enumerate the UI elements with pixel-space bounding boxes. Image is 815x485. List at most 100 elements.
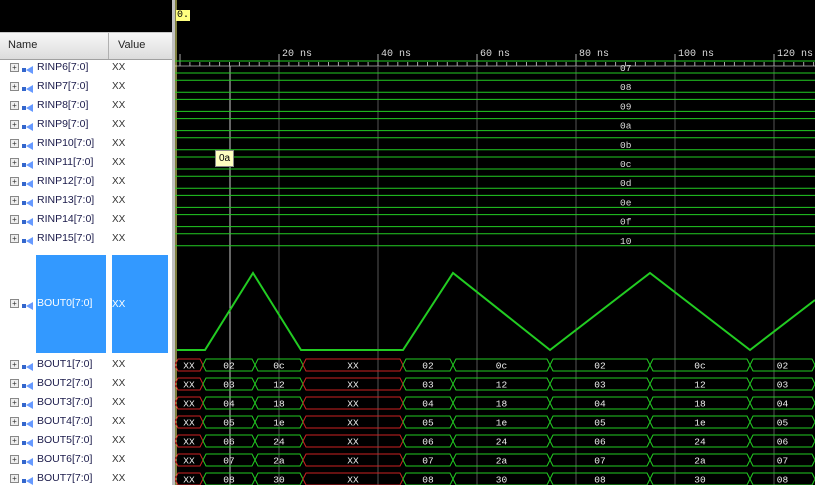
bus-segment [549,434,651,448]
signal-row[interactable]: + BOUT4[7:0] XX [0,412,172,431]
expand-icon[interactable]: + [10,398,19,407]
name-column-header[interactable]: Name [8,39,38,51]
bus-signal-icon [22,81,34,93]
bus-segment [549,415,651,429]
bus-value-label: 0c [694,361,706,372]
expand-icon[interactable]: + [10,177,19,186]
expand-icon[interactable]: + [10,234,19,243]
expand-icon[interactable]: + [10,360,19,369]
expand-icon[interactable]: + [10,436,19,445]
bus-segment [254,472,304,485]
bus-segment [749,472,815,485]
expand-icon[interactable]: + [10,139,19,148]
signal-row[interactable]: + RINP6[7:0] XX [0,58,172,77]
signal-value: XX [112,138,126,149]
signal-row[interactable]: + RINP8[7:0] XX [0,96,172,115]
signal-row[interactable]: + BOUT5[7:0] XX [0,431,172,450]
bus-value-label: 0e [620,197,632,208]
signal-name: BOUT1[7:0] [37,358,93,370]
bus-segment [402,434,454,448]
bus-segment [452,358,551,372]
signal-row[interactable]: + BOUT7[7:0] XX [0,469,172,485]
expand-icon[interactable]: + [10,82,19,91]
bus-signal-icon [22,378,34,390]
signal-row[interactable]: + BOUT0[7:0] XX [0,255,172,353]
expand-icon[interactable]: + [10,455,19,464]
bus-value-label: XX [183,399,195,410]
bus-value-label: 04 [223,399,235,410]
bus-value-label: 08 [594,475,606,485]
signal-row[interactable]: + BOUT3[7:0] XX [0,393,172,412]
bus-segment [402,472,454,485]
signal-row[interactable]: + RINP15[7:0] XX [0,229,172,248]
bus-value-label: 05 [223,418,235,429]
expand-icon[interactable]: + [10,299,19,308]
value-column-header[interactable]: Value [118,39,146,51]
bus-segment [649,453,751,467]
expand-icon[interactable]: + [10,63,19,72]
bus-segment [649,377,751,391]
bus-segment [175,434,204,448]
bus-segment [202,415,256,429]
signal-row[interactable]: + RINP12[7:0] XX [0,172,172,191]
bus-value-label: 0c [273,361,285,372]
bus-value-label: XX [347,418,359,429]
bus-value-label: 0c [496,361,508,372]
signal-row[interactable]: + RINP9[7:0] XX [0,115,172,134]
signal-row[interactable]: + RINP13[7:0] XX [0,191,172,210]
expand-icon[interactable]: + [10,120,19,129]
bus-value-label: 05 [594,418,606,429]
signal-row[interactable]: + BOUT6[7:0] XX [0,450,172,469]
bus-segment [302,472,404,485]
bus-segment [175,377,204,391]
bus-value-label: 08 [422,475,434,485]
bus-value-label: 2a [694,456,706,467]
bus-value-label: 30 [273,475,285,485]
signal-row[interactable]: + RINP11[7:0] XX [0,153,172,172]
signal-name-panel: Name Value + RINP6[7:0] XX + RINP7[7:0] XX + RI… [0,0,172,485]
expand-icon[interactable]: + [10,158,19,167]
signal-row[interactable]: + RINP7[7:0] XX [0,77,172,96]
signal-name: RINP13[7:0] [37,194,95,206]
expand-icon[interactable]: + [10,215,19,224]
column-divider[interactable] [108,33,109,59]
bus-segment [402,415,454,429]
bus-signal-icon [22,214,34,226]
signal-value: XX [112,195,126,206]
selection-highlight [36,255,106,353]
bus-value-label: 24 [496,437,508,448]
signal-row[interactable]: + RINP14[7:0] XX [0,210,172,229]
expand-icon[interactable]: + [10,474,19,483]
bus-value-label: 10 [620,236,632,247]
bout0-analog-trace [177,271,815,352]
signal-row[interactable]: + BOUT1[7:0] XX [0,355,172,374]
bus-segment [175,453,204,467]
expand-icon[interactable]: + [10,417,19,426]
bus-value-label: 09 [620,101,632,112]
selection-highlight [112,255,168,353]
signal-row[interactable]: + BOUT2[7:0] XX [0,374,172,393]
signal-name: RINP8[7:0] [37,99,89,111]
expand-icon[interactable]: + [10,101,19,110]
bus-segment [749,358,815,372]
bus-segment [452,396,551,410]
cursor-time-label[interactable]: 0. [176,10,191,21]
signal-value: XX [112,378,126,389]
waveform-area[interactable]: 20 ns 40 ns 60 ns 80 ns 100 ns 120 ns 07 08 09 0a… [175,0,815,485]
pane-splitter[interactable] [172,0,175,485]
bus-value-label: 24 [694,437,706,448]
expand-icon[interactable]: + [10,196,19,205]
expand-icon[interactable]: + [10,379,19,388]
bus-value-label: 12 [496,380,508,391]
bus-signal-icon [22,119,34,131]
bus-value-label: 1e [694,418,706,429]
bus-signal-icon [22,473,34,485]
bus-value-label: 06 [223,437,235,448]
bus-segment [302,358,404,372]
bus-segment [749,434,815,448]
bus-segment [452,415,551,429]
bus-segment [549,453,651,467]
signal-name: BOUT4[7:0] [37,415,93,427]
signal-row[interactable]: + RINP10[7:0] XX [0,134,172,153]
bus-value-label: XX [183,475,195,485]
